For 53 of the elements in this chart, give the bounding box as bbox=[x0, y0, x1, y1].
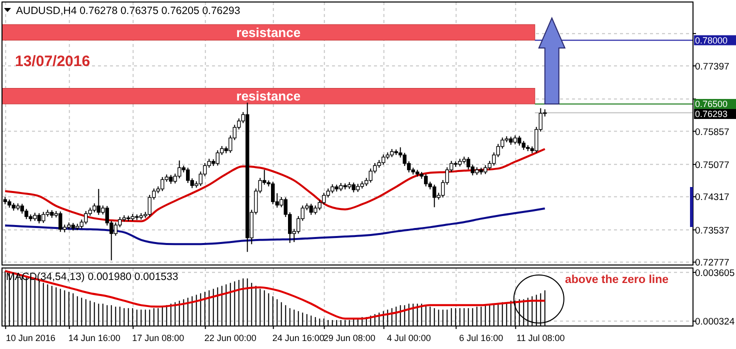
y-tick-label: 0.000324 bbox=[695, 316, 735, 328]
ref-line-label: 0.76293 bbox=[695, 109, 728, 120]
candlestick bbox=[318, 199, 322, 211]
y-tick-label: 0.75077 bbox=[695, 160, 730, 171]
candlestick bbox=[42, 211, 46, 224]
candlestick bbox=[84, 210, 88, 225]
candlestick bbox=[368, 168, 372, 184]
candlestick bbox=[518, 135, 522, 146]
ref-line-label: 0.78000 bbox=[695, 35, 728, 46]
candlestick bbox=[186, 167, 190, 184]
chart-title: AUDUSD,H4 0.76278 0.76375 0.76205 0.76293 bbox=[16, 5, 240, 17]
candlestick bbox=[160, 176, 164, 192]
candlestick bbox=[114, 222, 118, 236]
annotation: above the zero line bbox=[565, 274, 669, 286]
x-tick-label: 29 Jun 08:00 bbox=[323, 333, 376, 343]
candlestick bbox=[352, 182, 356, 193]
x-tick-label: 24 Jun 16:00 bbox=[272, 333, 324, 343]
y-tick-label: 0.72777 bbox=[695, 258, 730, 269]
line-series bbox=[4, 148, 546, 222]
x-tick-label: 4 Jul 00:00 bbox=[386, 333, 431, 343]
x-tick-label: 22 Jun 00:00 bbox=[204, 333, 256, 343]
candlestick bbox=[322, 192, 326, 206]
candlestick bbox=[309, 203, 313, 216]
x-tick-label: 11 Jul 08:00 bbox=[516, 333, 565, 343]
x-tick-label: 10 Jun 2016 bbox=[6, 333, 56, 343]
y-tick-label: 0.77397 bbox=[695, 61, 730, 72]
candlestick bbox=[432, 184, 436, 208]
y-tick-label: 0.73537 bbox=[695, 225, 730, 236]
annotation: 13/07/2016 bbox=[15, 53, 90, 70]
candlestick bbox=[20, 203, 24, 214]
candlestick bbox=[216, 150, 220, 166]
line-series bbox=[4, 270, 546, 320]
band-label: resistance bbox=[236, 24, 301, 40]
x-tick-label: 6 Jul 16:00 bbox=[459, 333, 504, 343]
candlestick bbox=[271, 181, 275, 205]
y-tick-label: 0.75857 bbox=[695, 126, 730, 138]
candlestick bbox=[382, 154, 386, 166]
ref-line-label: 0.76500 bbox=[695, 99, 728, 110]
candlestick bbox=[58, 210, 62, 232]
candlestick bbox=[402, 152, 406, 167]
candlestick bbox=[96, 188, 100, 216]
candlestick bbox=[37, 212, 41, 224]
candlestick bbox=[424, 174, 428, 187]
candlestick bbox=[148, 194, 152, 218]
line-series bbox=[4, 207, 546, 246]
candlestick bbox=[178, 160, 182, 179]
x-tick-label: 17 Jun 08:00 bbox=[132, 333, 184, 343]
y-tick-label: 0.74317 bbox=[695, 192, 730, 204]
x-tick-label: 14 Jun 16:00 bbox=[68, 333, 120, 343]
band-label: resistance bbox=[236, 88, 301, 104]
y-tick-label: 0.003605 bbox=[695, 268, 735, 279]
candlestick bbox=[24, 208, 28, 220]
candlestick bbox=[466, 156, 470, 170]
